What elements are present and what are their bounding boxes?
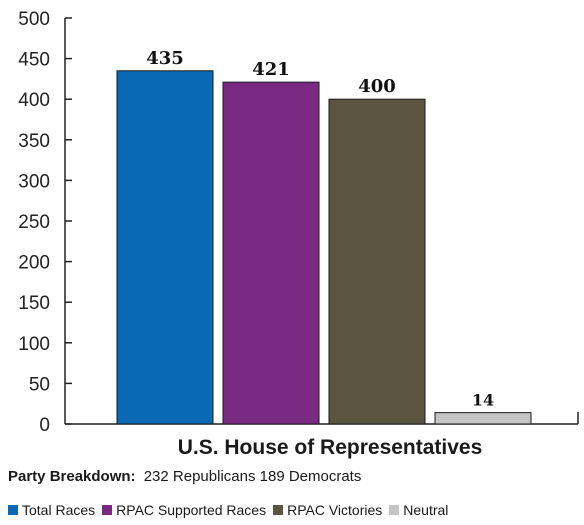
legend-item: RPAC Victories: [273, 502, 382, 518]
bar-chart: 0 50 100 150 200 250 300 350 400 450 500 435 421 400 1…: [18, 9, 579, 436]
chart-legend: Total Races RPAC Supported Races RPAC Vict…: [8, 502, 584, 518]
bar-total-races: [116, 70, 214, 425]
y-tick-label: 50: [29, 374, 50, 395]
y-tick-label: 500: [18, 9, 50, 30]
legend-swatch: [389, 505, 400, 515]
y-tick-label: 250: [18, 212, 50, 233]
legend-label: Neutral: [403, 502, 449, 518]
y-tick-label: 0: [39, 415, 50, 436]
party-breakdown: Party Breakdown: 232 Republicans 189 Dem…: [8, 468, 361, 485]
legend-swatch: [8, 505, 18, 515]
bar-rpac-supported-races: [222, 81, 320, 425]
y-tick-label: 300: [18, 171, 50, 192]
y-tick-label: 200: [18, 253, 50, 274]
data-label: 400: [358, 76, 396, 97]
data-label: 421: [252, 59, 290, 80]
y-tick-label: 400: [18, 90, 50, 111]
legend-label: Total Races: [22, 502, 96, 518]
chart-title: U.S. House of Representatives: [177, 436, 483, 459]
bar-neutral: [434, 412, 532, 425]
y-tick-label: 450: [18, 50, 50, 71]
y-tick-label: 350: [18, 131, 50, 152]
y-tick-label: 100: [18, 334, 50, 355]
chart-plot: 0 50 100 150 200 250 300 350 400 450 500 435 421 400 1…: [18, 9, 579, 436]
party-breakdown-value: 232 Republicans 189 Democrats: [143, 468, 362, 485]
legend-item: Neutral: [389, 502, 448, 518]
legend-swatch: [102, 505, 113, 515]
legend-item: RPAC Supported Races: [102, 502, 266, 518]
legend-label: RPAC Victories: [287, 502, 383, 518]
y-tick-label: 150: [18, 293, 50, 314]
legend-label: RPAC Supported Races: [116, 502, 267, 518]
legend-swatch: [273, 505, 284, 515]
legend-item: Total Races: [8, 502, 95, 518]
data-label: 435: [146, 48, 184, 69]
bar-rpac-victories: [328, 98, 426, 425]
party-breakdown-label: Party Breakdown:: [8, 468, 136, 485]
data-label: 14: [472, 391, 494, 410]
